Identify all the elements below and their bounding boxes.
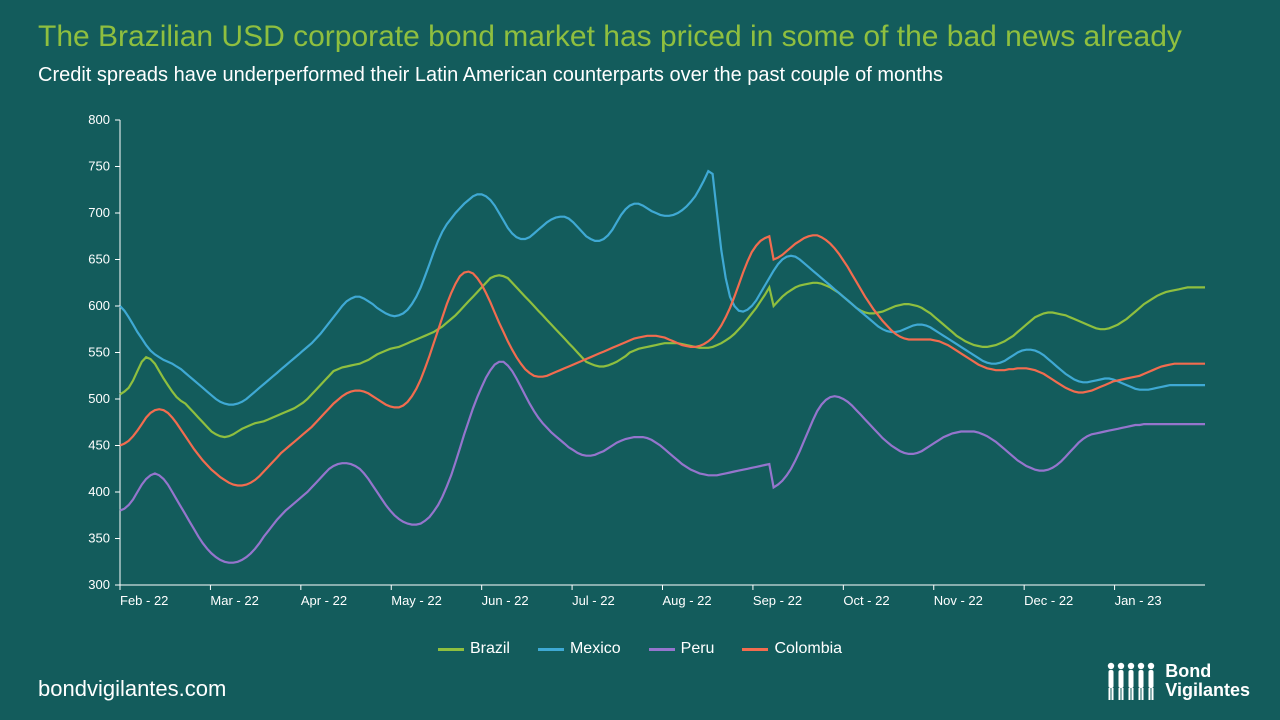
vigilantes-icon — [1103, 658, 1155, 704]
svg-text:Feb - 22: Feb - 22 — [120, 593, 168, 608]
brand-text: Bond Vigilantes — [1165, 662, 1250, 700]
svg-text:Mar - 22: Mar - 22 — [210, 593, 258, 608]
svg-text:Jan - 23: Jan - 23 — [1115, 593, 1162, 608]
x-axis: Feb - 22 Mar - 22 Apr - 22 May - 22 Jun - 22… — [120, 585, 1205, 608]
legend-item: Colombia — [742, 640, 842, 658]
svg-text:300: 300 — [88, 577, 110, 592]
svg-text:Dec - 22: Dec - 22 — [1024, 593, 1073, 608]
footer-url: bondvigilantes.com — [38, 676, 226, 702]
chart-area: 300 350 400 450 500 550 600 650 700 750 800 Feb - … — [80, 110, 1215, 620]
svg-text:800: 800 — [88, 112, 110, 127]
svg-text:650: 650 — [88, 252, 110, 267]
legend-swatch — [649, 648, 675, 651]
y-axis: 300 350 400 450 500 550 600 650 700 750 800 — [88, 112, 120, 592]
svg-text:550: 550 — [88, 345, 110, 360]
svg-text:600: 600 — [88, 298, 110, 313]
svg-text:Apr - 22: Apr - 22 — [301, 593, 347, 608]
legend-label: Mexico — [570, 640, 621, 658]
chart-subtitle: Credit spreads have underperformed their… — [38, 64, 943, 87]
svg-text:May - 22: May - 22 — [391, 593, 442, 608]
legend-label: Colombia — [774, 640, 842, 658]
svg-text:500: 500 — [88, 391, 110, 406]
brand-logo: Bond Vigilantes — [1103, 658, 1250, 704]
svg-text:450: 450 — [88, 438, 110, 453]
legend-item: Mexico — [538, 640, 621, 658]
svg-text:Aug - 22: Aug - 22 — [663, 593, 712, 608]
svg-text:Jul - 22: Jul - 22 — [572, 593, 615, 608]
chart-title: The Brazilian USD corporate bond market … — [38, 20, 1182, 54]
line-chart: 300 350 400 450 500 550 600 650 700 750 800 Feb - … — [80, 110, 1215, 620]
plot-lines — [120, 171, 1205, 563]
svg-text:Sep - 22: Sep - 22 — [753, 593, 802, 608]
svg-text:700: 700 — [88, 205, 110, 220]
legend-label: Peru — [681, 640, 715, 658]
svg-text:Nov - 22: Nov - 22 — [934, 593, 983, 608]
svg-text:Oct - 22: Oct - 22 — [843, 593, 889, 608]
legend-item: Peru — [649, 640, 715, 658]
legend-swatch — [742, 648, 768, 651]
brand-line2: Vigilantes — [1165, 681, 1250, 700]
legend-swatch — [438, 648, 464, 651]
legend: Brazil Mexico Peru Colombia — [0, 640, 1280, 658]
brand-line1: Bond — [1165, 662, 1250, 681]
legend-label: Brazil — [470, 640, 510, 658]
svg-text:400: 400 — [88, 484, 110, 499]
legend-swatch — [538, 648, 564, 651]
svg-text:350: 350 — [88, 531, 110, 546]
svg-text:750: 750 — [88, 159, 110, 174]
legend-item: Brazil — [438, 640, 510, 658]
svg-text:Jun - 22: Jun - 22 — [482, 593, 529, 608]
